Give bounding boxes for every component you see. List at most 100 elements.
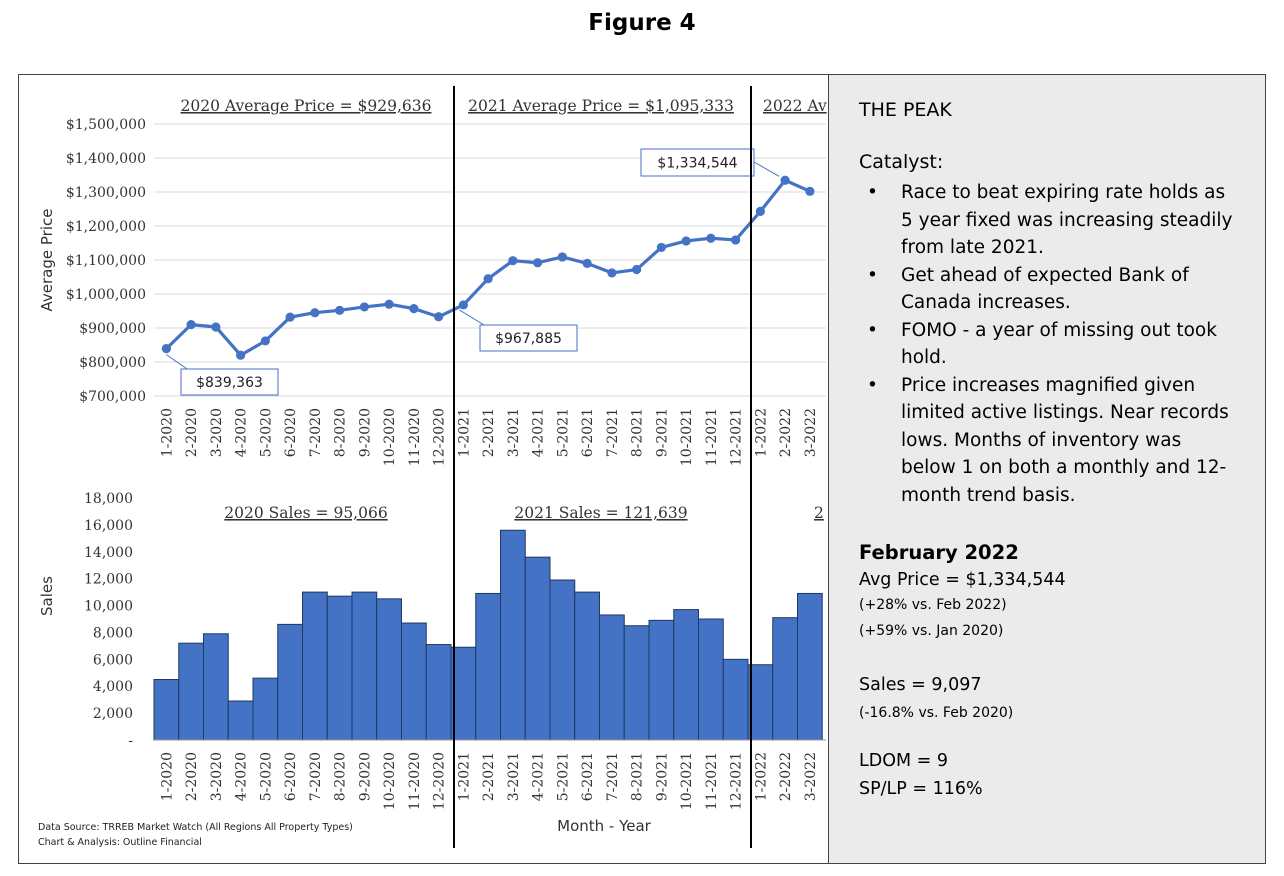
price-point	[681, 236, 691, 246]
sales-bar	[524, 556, 551, 741]
price-point	[236, 350, 246, 360]
price-x-tick: 9-2021	[654, 408, 670, 457]
price-x-tick: 1-2020	[159, 408, 175, 457]
sales-bar	[203, 633, 229, 741]
bullet-icon: •	[867, 182, 878, 203]
sales-bar	[351, 591, 378, 741]
sales-y-tick: 16,000	[84, 518, 133, 534]
sales-bar	[376, 598, 402, 741]
price-point	[186, 320, 196, 330]
sales-x-tick: 10-2020	[382, 752, 398, 810]
sales-y-tick: 10,000	[84, 599, 133, 615]
catalyst-item: • Race to beat expiring rate holds as 5 y…	[859, 179, 1239, 262]
price-y-tick: $1,500,000	[66, 117, 146, 133]
sales-bar	[623, 625, 650, 741]
price-x-tick: 6-2021	[580, 408, 596, 457]
price-y-tick: $700,000	[79, 389, 146, 405]
sales-y-tick: -	[128, 733, 133, 749]
sales-bar	[302, 591, 328, 741]
source-note: Data Source: TRREB Market Watch (All Reg…	[38, 822, 353, 833]
bullet-icon: •	[867, 374, 878, 396]
sales-year-label: 2021 Sales = 121,639	[514, 504, 687, 522]
sales-x-tick: 12-2020	[432, 752, 448, 810]
price-point	[310, 308, 320, 318]
sales-x-tick: 2-2020	[184, 752, 200, 801]
price-point	[533, 258, 543, 268]
sales-bar	[252, 677, 279, 741]
avg-vs-feb: (+28% vs. Feb 2022)	[859, 597, 1007, 613]
price-y-tick: $800,000	[79, 355, 146, 371]
price-point	[557, 252, 567, 262]
splp-stat: SP/LP = 116%	[859, 779, 983, 799]
sales-x-tick: 3-2021	[506, 752, 522, 801]
sales-bar	[648, 619, 675, 741]
price-point	[285, 312, 295, 322]
sales-x-tick: 7-2021	[605, 752, 621, 801]
price-point	[260, 336, 270, 346]
price-x-tick: 2-2022	[778, 408, 794, 457]
sales-x-tick: 3-2022	[803, 752, 819, 801]
sales-x-tick: 7-2020	[308, 752, 324, 801]
sales-x-tick: 1-2022	[753, 752, 769, 801]
analysis-note: Chart & Analysis: Outline Financial	[38, 837, 202, 848]
sales-year-label: 2020 Sales = 95,066	[224, 504, 387, 522]
price-point	[632, 264, 642, 275]
sales-y-tick: 2,000	[93, 706, 133, 722]
sales-x-tick: 9-2020	[357, 752, 373, 801]
sales-x-tick: 10-2021	[679, 752, 695, 810]
price-point	[607, 268, 617, 278]
price-x-tick: 12-2020	[432, 408, 448, 466]
price-year-label: 2020 Average Price = $929,636	[181, 97, 432, 115]
price-point	[656, 242, 666, 253]
price-year-label: 2022 Av	[763, 97, 827, 115]
price-x-tick: 3-2020	[209, 408, 225, 457]
bullet-icon: •	[867, 264, 878, 286]
sales-bar	[227, 700, 254, 741]
sales-y-tick: 14,000	[84, 545, 133, 561]
sales-x-tick: 3-2020	[209, 752, 225, 801]
sales-x-tick: 4-2020	[234, 752, 250, 801]
sales-y-tick: 4,000	[93, 679, 133, 695]
sales-x-tick: 5-2021	[555, 752, 571, 801]
price-x-tick: 7-2020	[308, 408, 324, 457]
callout-box	[180, 368, 279, 396]
price-y-tick: $1,000,000	[66, 287, 146, 303]
sales-x-tick: 8-2021	[630, 752, 646, 801]
price-y-tick: $1,400,000	[66, 151, 146, 167]
price-point	[335, 305, 345, 315]
catalyst-text: Price increases magnified given limited …	[901, 374, 1229, 506]
sales-x-tick: 8-2020	[333, 752, 349, 801]
callout-leader	[459, 309, 485, 326]
sales-bar	[277, 623, 303, 741]
sales-y-tick: 8,000	[93, 625, 133, 641]
price-x-tick: 6-2020	[283, 408, 299, 457]
price-point	[211, 322, 221, 332]
bullet-icon: •	[867, 319, 878, 341]
sales-bar	[698, 618, 724, 741]
sales-year-label: 2	[814, 504, 824, 522]
price-x-tick: 3-2021	[506, 408, 522, 457]
sales-y-axis-label: Sales	[38, 576, 56, 616]
sales-y-tick: 18,000	[84, 491, 133, 507]
price-year-label: 2021 Average Price = $1,095,333	[468, 97, 734, 115]
commentary-panel: THE PEAK Catalyst: • Race to beat expirin…	[828, 74, 1266, 864]
sales-bar	[425, 644, 452, 741]
sales-bar	[153, 679, 180, 741]
sales-x-tick: 5-2020	[258, 752, 274, 801]
price-point	[384, 299, 394, 309]
catalyst-item: • Get ahead of expected Bank of Canada in…	[859, 262, 1239, 317]
sales-bar	[178, 642, 204, 741]
catalyst-item: • Price increases magnified given limited…	[859, 372, 1239, 510]
sales-y-tick: 6,000	[93, 652, 133, 668]
sales-x-axis-label: Month - Year	[557, 817, 652, 835]
sales-x-tick: 4-2021	[531, 752, 547, 801]
price-x-tick: 10-2020	[382, 408, 398, 466]
ldom-stat: LDOM = 9	[859, 751, 949, 771]
panel-heading: THE PEAK	[859, 99, 952, 121]
price-point	[805, 186, 815, 196]
price-x-tick: 7-2021	[605, 408, 621, 457]
sales-bar	[326, 595, 353, 741]
price-x-tick: 2-2020	[184, 408, 200, 457]
figure-title: Figure 4	[588, 10, 696, 36]
